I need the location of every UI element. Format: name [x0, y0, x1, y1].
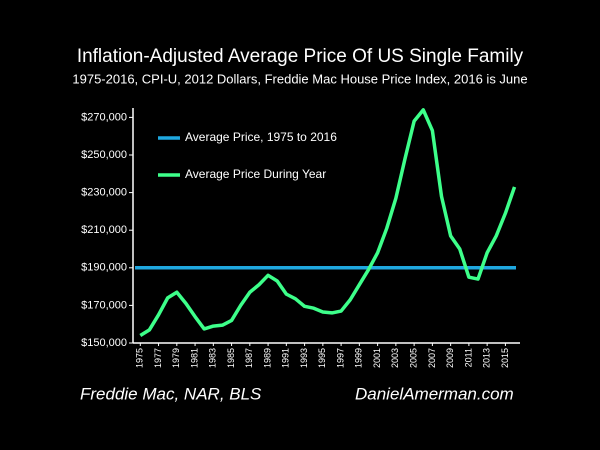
x-tick-label: 2009 [445, 348, 455, 368]
x-tick-label: 2011 [463, 348, 473, 367]
x-tick-label: 1991 [281, 348, 291, 368]
y-tick-label: $210,000 [81, 224, 127, 236]
x-tick-label: 2005 [408, 348, 418, 368]
x-tick-label: 1989 [262, 348, 272, 368]
source-text: Freddie Mac, NAR, BLS [80, 384, 262, 403]
y-tick-label: $230,000 [81, 187, 127, 199]
x-tick-label: 1987 [244, 348, 254, 368]
x-tick-label: 1995 [317, 348, 327, 368]
x-tick-label: 2007 [427, 348, 437, 368]
x-tick-label: 1975 [135, 348, 145, 368]
y-tick-label: $170,000 [81, 299, 127, 311]
x-tick-label: 1999 [354, 348, 364, 368]
x-tick-label: 1993 [299, 348, 309, 368]
website-text: DanielAmerman.com [355, 384, 514, 403]
chart-subtitle: 1975-2016, CPI-U, 2012 Dollars, Freddie … [72, 71, 527, 86]
y-tick-label: $270,000 [81, 111, 127, 123]
x-tick-label: 1983 [208, 348, 218, 368]
x-tick-label: 2003 [390, 348, 400, 368]
chart-title: Inflation-Adjusted Average Price Of US S… [77, 46, 524, 67]
series-line [139, 108, 517, 337]
legend-label: Average Price, 1975 to 2016 [185, 130, 337, 144]
legend-label: Average Price During Year [185, 167, 326, 181]
y-tick-label: $150,000 [81, 337, 127, 349]
x-tick-label: 1997 [335, 348, 345, 368]
y-tick-label: $250,000 [81, 149, 127, 161]
x-tick-label: 1979 [171, 348, 181, 368]
x-tick-label: 1981 [189, 348, 199, 368]
x-tick-label: 2013 [482, 348, 492, 368]
x-tick-label: 1977 [153, 348, 163, 368]
x-tick-label: 1985 [226, 348, 236, 368]
y-tick-label: $190,000 [81, 262, 127, 274]
x-tick-label: 2001 [372, 348, 382, 368]
x-tick-label: 2015 [500, 348, 510, 368]
